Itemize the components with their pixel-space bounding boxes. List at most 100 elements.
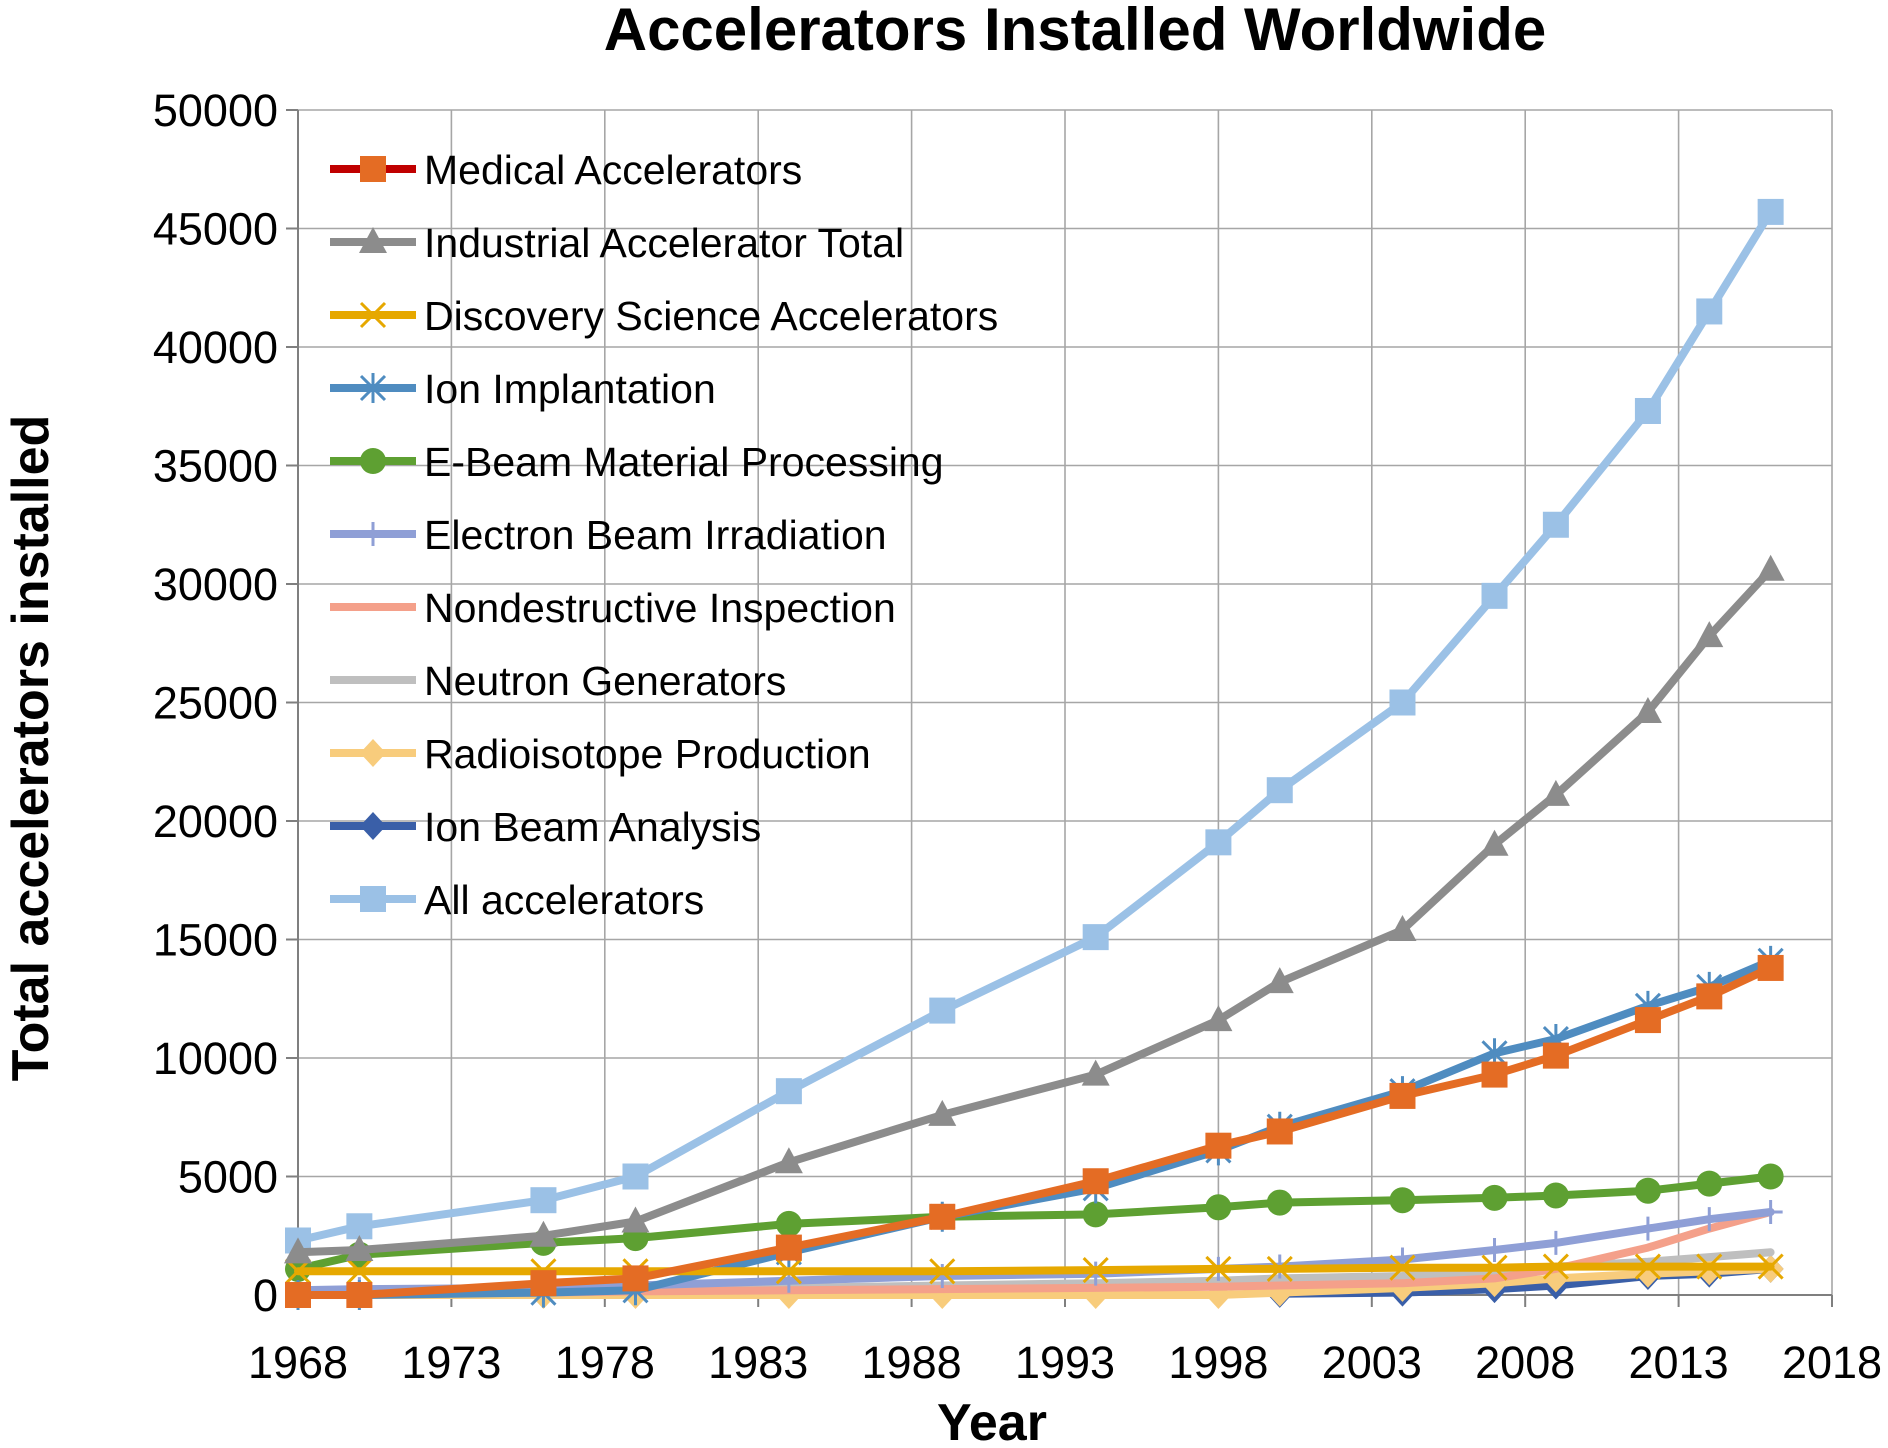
data-point-industrial-accelerator-total xyxy=(774,1147,803,1174)
y-tick-label: 50000 xyxy=(153,85,278,136)
data-point-discovery-science-accelerators xyxy=(1481,1254,1508,1281)
data-point-e-beam-material-processing xyxy=(1481,1184,1508,1211)
legend-label: Radioisotope Production xyxy=(424,731,871,777)
data-point-e-beam-material-processing xyxy=(1266,1189,1293,1216)
y-tick-label: 40000 xyxy=(153,322,278,373)
data-point-industrial-accelerator-total xyxy=(1204,1005,1233,1032)
data-point-medical-accelerators xyxy=(1696,983,1723,1010)
legend-label: Medical Accelerators xyxy=(424,147,802,193)
legend-item-radioisotope-production: Radioisotope Production xyxy=(330,731,871,777)
data-point-all-accelerators xyxy=(1634,397,1661,424)
data-point-discovery-science-accelerators xyxy=(1757,1253,1784,1280)
y-tick-label: 30000 xyxy=(153,559,278,610)
legend-label: Discovery Science Accelerators xyxy=(424,293,998,339)
y-tick-label: 45000 xyxy=(153,204,278,255)
legend-item-discovery-science-accelerators: Discovery Science Accelerators xyxy=(330,293,998,339)
data-point-all-accelerators xyxy=(1757,198,1784,225)
y-tick-label: 25000 xyxy=(153,678,278,729)
data-point-electron-beam-irradiation xyxy=(1635,1216,1660,1241)
data-point-industrial-accelerator-total xyxy=(1081,1059,1110,1086)
x-tick-label: 1978 xyxy=(555,1337,655,1388)
data-point-medical-accelerators xyxy=(929,1203,956,1230)
legend-label: All accelerators xyxy=(424,877,704,923)
data-point-industrial-accelerator-total xyxy=(1265,967,1294,994)
x-tick-label: 2018 xyxy=(1782,1337,1882,1388)
legend-label: Ion Implantation xyxy=(424,366,716,412)
data-point-industrial-accelerator-total xyxy=(928,1099,957,1126)
x-tick-label: 2003 xyxy=(1322,1337,1422,1388)
x-tick-label: 2008 xyxy=(1475,1337,1575,1388)
data-point-discovery-science-accelerators xyxy=(346,1258,373,1285)
legend-item-all-accelerators: All accelerators xyxy=(330,877,704,923)
data-point-industrial-accelerator-total xyxy=(1480,829,1509,856)
data-point-discovery-science-accelerators xyxy=(1389,1254,1416,1281)
data-point-medical-accelerators xyxy=(1542,1042,1569,1069)
data-point-discovery-science-accelerators xyxy=(1082,1257,1109,1284)
legend-label: E-Beam Material Processing xyxy=(424,439,944,485)
legend-label: Nondestructive Inspection xyxy=(424,585,896,631)
x-tick-label: 1993 xyxy=(1015,1337,1115,1388)
x-tick-label: 1968 xyxy=(248,1337,348,1388)
data-point-medical-accelerators xyxy=(1634,1007,1661,1034)
data-point-all-accelerators xyxy=(1696,298,1723,325)
data-point-medical-accelerators xyxy=(1266,1118,1293,1145)
data-point-all-accelerators xyxy=(1542,511,1569,538)
data-point-all-accelerators xyxy=(346,1213,373,1240)
legend-marker xyxy=(360,448,386,474)
data-point-discovery-science-accelerators xyxy=(1634,1253,1661,1280)
data-point-medical-accelerators xyxy=(346,1282,373,1308)
x-tick-label: 1983 xyxy=(708,1337,808,1388)
series-all-accelerators xyxy=(285,198,1784,1254)
legend-marker xyxy=(360,739,386,767)
data-point-industrial-accelerator-total xyxy=(1541,779,1570,806)
legend-marker xyxy=(359,227,387,253)
data-point-all-accelerators xyxy=(530,1187,557,1214)
axes: 1968 1973 1978 1983 1988 1993 1998 2003 2008 2013… xyxy=(153,85,1882,1388)
legend-marker xyxy=(360,156,386,182)
data-point-electron-beam-irradiation xyxy=(1697,1207,1722,1232)
data-point-electron-beam-irradiation xyxy=(1758,1200,1783,1225)
data-point-medical-accelerators xyxy=(1757,954,1784,981)
chart-title: Accelerators Installed Worldwide xyxy=(604,0,1547,63)
data-point-discovery-science-accelerators xyxy=(1266,1255,1293,1282)
data-point-industrial-accelerator-total xyxy=(1695,621,1724,648)
data-point-discovery-science-accelerators xyxy=(929,1258,956,1285)
data-point-industrial-accelerator-total xyxy=(621,1206,650,1233)
data-point-industrial-accelerator-total xyxy=(284,1237,312,1264)
data-point-electron-beam-irradiation xyxy=(1482,1237,1507,1262)
legend-label: Neutron Generators xyxy=(424,658,786,704)
data-point-all-accelerators xyxy=(1266,777,1293,804)
data-point-industrial-accelerator-total xyxy=(529,1220,558,1247)
x-tick-label: 1988 xyxy=(862,1337,962,1388)
legend-label: Industrial Accelerator Total xyxy=(424,220,904,266)
legend-item-industrial-accelerator-total: Industrial Accelerator Total xyxy=(330,220,904,266)
y-tick-label: 10000 xyxy=(153,1033,278,1084)
y-tick-label: 5000 xyxy=(178,1152,278,1203)
series-industrial-accelerator-total xyxy=(284,554,1785,1264)
data-point-e-beam-material-processing xyxy=(1205,1194,1232,1221)
series-e-beam-material-processing xyxy=(285,1163,1784,1282)
data-point-discovery-science-accelerators xyxy=(775,1258,802,1285)
x-axis-label: Year xyxy=(937,1394,1047,1448)
y-tick-label: 35000 xyxy=(153,441,278,492)
y-tick-label: 15000 xyxy=(153,915,278,966)
legend: Medical Accelerators Industrial Accelerat… xyxy=(330,147,998,923)
data-point-medical-accelerators xyxy=(1481,1061,1508,1088)
data-point-all-accelerators xyxy=(775,1078,802,1105)
data-point-electron-beam-irradiation xyxy=(1543,1230,1568,1255)
data-point-discovery-science-accelerators xyxy=(1696,1253,1723,1280)
series-group xyxy=(284,198,1785,1310)
data-point-all-accelerators xyxy=(929,997,956,1024)
data-point-all-accelerators xyxy=(622,1163,649,1190)
data-point-e-beam-material-processing xyxy=(1389,1187,1416,1214)
legend-item-nondestructive-inspection: Nondestructive Inspection xyxy=(330,585,896,631)
x-tick-label: 1998 xyxy=(1168,1337,1268,1388)
legend-marker xyxy=(361,522,385,546)
data-point-e-beam-material-processing xyxy=(1634,1177,1661,1204)
y-axis-label: Total accelerators installed xyxy=(2,415,60,1082)
series-medical-accelerators xyxy=(285,954,1784,1308)
data-point-e-beam-material-processing xyxy=(1542,1182,1569,1209)
legend-label: Electron Beam Irradiation xyxy=(424,512,887,558)
data-point-all-accelerators xyxy=(1205,829,1232,856)
